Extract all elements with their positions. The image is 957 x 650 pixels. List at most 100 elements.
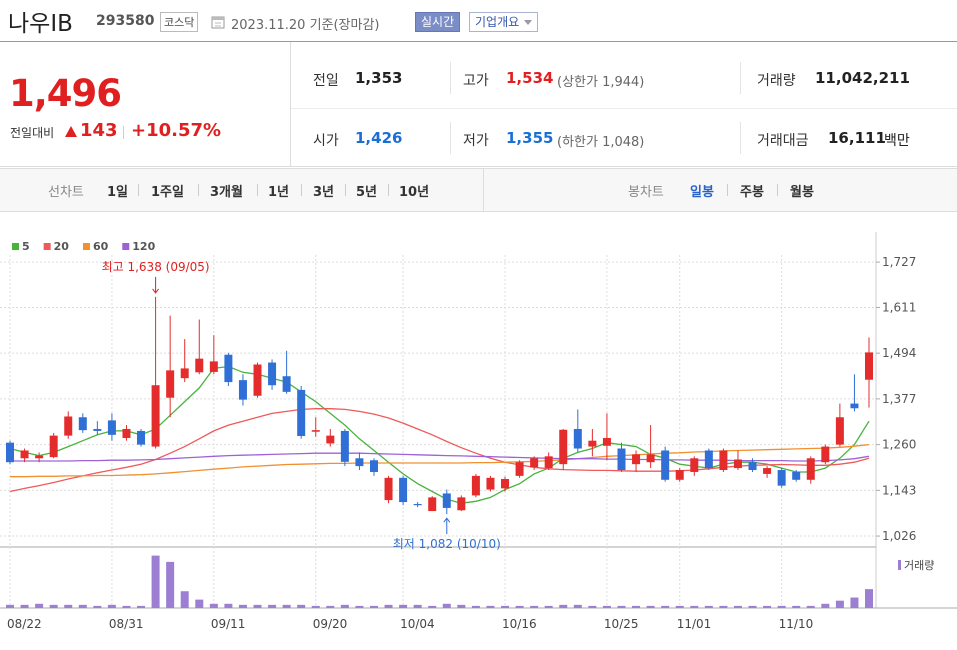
candle-body [180, 368, 189, 379]
period-tab[interactable]: 3년 [313, 185, 335, 200]
tab-group-label: 선차트 [48, 185, 84, 200]
candle-body [530, 458, 539, 468]
candle-body [777, 470, 786, 486]
candle-body [107, 420, 116, 435]
current-price: 1,496 [9, 72, 122, 115]
legend-swatch [12, 243, 19, 250]
candle-body [209, 361, 218, 372]
annotation: 최저 1,082 (10/10) [393, 537, 501, 551]
volume-bar [835, 600, 844, 608]
candle-body [151, 385, 160, 447]
legend-label: 20 [54, 240, 70, 253]
volume-bar [690, 605, 699, 608]
volume-bar [748, 605, 757, 608]
calendar-icon [211, 16, 225, 29]
volume-bar [253, 604, 262, 608]
candle-body [748, 462, 757, 471]
candle-tab[interactable]: 일봉 [690, 185, 714, 200]
volume-bar [530, 605, 539, 608]
divider [450, 122, 451, 154]
candle-body [850, 403, 859, 409]
volume-bar [471, 605, 480, 608]
volume-bar [763, 605, 772, 608]
candle-body [486, 477, 495, 490]
volume-bar [64, 604, 73, 608]
candle-body [588, 440, 597, 447]
info-value: 1,426 [355, 129, 403, 147]
volume-bar [515, 605, 524, 608]
period-tab[interactable]: 10년 [399, 185, 430, 200]
volume-bar [573, 604, 582, 608]
candle-body [442, 493, 451, 508]
base-date: 2023.11.20 기준(장마감) [231, 18, 380, 33]
candle-body [617, 448, 626, 471]
candle-body [675, 470, 684, 480]
candle-body [457, 497, 466, 511]
volume-bar [122, 605, 131, 608]
candle-body [544, 456, 553, 469]
candle-body [369, 460, 378, 472]
candle-body [763, 468, 772, 474]
volume-bar [704, 605, 713, 608]
volume-bar [369, 605, 378, 608]
candle-body [355, 458, 364, 467]
dropdown-arrow [524, 20, 533, 25]
volume-bar [675, 605, 684, 608]
x-tick-label: 10/25 [604, 617, 639, 631]
candle-body [573, 428, 582, 449]
candle-tab[interactable]: 주봉 [740, 185, 764, 200]
volume-bar [850, 597, 859, 608]
legend-label: 60 [93, 240, 109, 253]
period-tab[interactable]: 5년 [356, 185, 378, 200]
volume-bar [719, 605, 728, 608]
volume-bar [268, 604, 277, 608]
stock-name: 나우IB [8, 11, 73, 37]
volume-bar [78, 604, 87, 608]
info-label: 전일 [313, 73, 339, 89]
volume-bar [792, 605, 801, 608]
info-note: (상한가 1,944) [557, 75, 645, 90]
info-value: 1,353 [355, 69, 403, 87]
candle-body [719, 450, 728, 471]
volume-bar [209, 603, 218, 608]
legend-label: 120 [132, 240, 155, 253]
volume-bar [806, 605, 815, 608]
candle-body [297, 389, 306, 437]
realtime-button[interactable]: 실시간 [415, 12, 461, 32]
stock-code: 293580 [96, 13, 155, 29]
info-value: 11,042,211 [815, 69, 910, 87]
divider [291, 108, 957, 109]
candle-body [137, 430, 146, 445]
y-tick-label: 1,026 [882, 529, 916, 543]
volume-bar [501, 605, 510, 608]
divider [483, 169, 484, 211]
volume-bar [617, 605, 626, 608]
volume-bar [428, 605, 437, 608]
volume-bar [588, 605, 597, 608]
period-tab[interactable]: 1주일 [151, 185, 184, 200]
candle-body [224, 354, 233, 383]
tab-bar [0, 168, 957, 212]
company-button[interactable]: 기업개요 [469, 12, 539, 32]
volume-bar [238, 604, 247, 608]
info-label: 거래량 [757, 73, 796, 89]
period-tab[interactable]: 3개월 [210, 185, 243, 200]
volume-bar [282, 604, 291, 608]
period-tab[interactable]: 1일 [107, 185, 129, 200]
candle-body [835, 417, 844, 445]
divider [740, 122, 741, 154]
legend-swatch [82, 243, 90, 250]
candle-body [471, 475, 480, 496]
volume-bar [602, 605, 611, 608]
info-value: 1,534 [506, 69, 554, 87]
candle-tab[interactable]: 월봉 [790, 185, 814, 200]
volume-bar [151, 555, 160, 608]
candle-body [20, 450, 29, 459]
period-tab[interactable]: 1년 [268, 185, 290, 200]
info-label: 거래대금 [757, 133, 809, 149]
quote-box [0, 41, 957, 167]
y-tick-label: 1,494 [882, 346, 916, 360]
volume-bar [311, 605, 320, 608]
annotation-arrow [443, 517, 451, 535]
candle-body [515, 462, 524, 476]
